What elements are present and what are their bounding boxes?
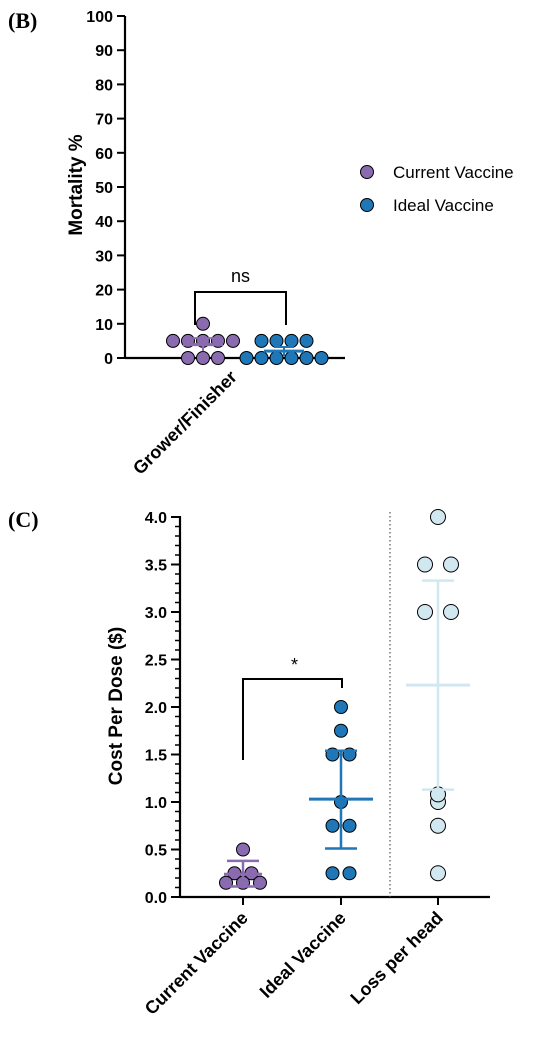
panel-b-y-ticks: 0 10 20 30 40 50 60 70 80 90 100	[86, 9, 125, 368]
significance-bracket	[194, 291, 287, 325]
ideal-vaccine-point	[239, 351, 254, 365]
panel-b-label: (B)	[8, 8, 37, 33]
x-category-label-ideal-vaccine: Ideal Vaccine	[256, 908, 350, 1002]
loss-per-head-point	[430, 509, 446, 525]
y-tick-label-40: 40	[95, 214, 113, 231]
current-vaccine-point	[236, 842, 250, 857]
y-tick-label-2-0: 2.0	[145, 700, 167, 717]
panel-b-legend: Current Vaccine Ideal Vaccine	[360, 163, 514, 215]
y-tick-label-20: 20	[95, 283, 113, 300]
y-tick-label-4-0: 4.0	[145, 510, 167, 527]
y-tick-label-90: 90	[95, 43, 113, 60]
significance-label: ns	[231, 266, 250, 286]
panel-c-y-ticks: 0.0 0.5 1.0 1.5 2.0 2.5 3.0 3.5 4.0	[145, 510, 180, 907]
legend-current-vaccine-label: Current Vaccine	[393, 163, 514, 182]
y-tick-label-100: 100	[86, 9, 113, 26]
ideal-vaccine-point	[254, 351, 269, 365]
loss-per-head-point	[443, 604, 459, 620]
panel-b-category-label: Grower/Finisher	[129, 367, 241, 479]
panel-c-data-marks: *	[219, 509, 470, 890]
significance-bracket	[242, 678, 343, 760]
ideal-vaccine-point	[299, 351, 314, 365]
ideal-vaccine-point	[325, 818, 340, 833]
significance-label: *	[291, 655, 298, 675]
current-vaccine-point	[166, 333, 180, 348]
y-tick-label-0-5: 0.5	[145, 843, 167, 860]
panel-c-y-axis-title: Cost Per Dose ($)	[106, 627, 127, 785]
ideal-vaccine-point	[342, 866, 357, 881]
legend-current-vaccine-marker	[360, 165, 374, 179]
ideal-vaccine-point	[254, 333, 269, 348]
current-vaccine-point	[226, 333, 240, 348]
y-tick-label-3-5: 3.5	[145, 558, 167, 575]
ideal-vaccine-point	[325, 866, 340, 881]
panel-b-y-axis-title: Mortality %	[66, 134, 87, 235]
ideal-vaccine-point	[299, 333, 314, 348]
loss-per-head-point	[417, 604, 433, 620]
y-tick-label-0: 0	[104, 351, 113, 368]
ideal-vaccine-point	[269, 351, 284, 365]
loss-per-head-point	[430, 865, 446, 882]
panel-b-data-marks: ns	[166, 266, 329, 365]
ideal-vaccine-point	[334, 700, 348, 714]
x-category-label-current-vaccine: Current Vaccine	[141, 908, 252, 1019]
y-tick-label-10: 10	[95, 317, 113, 334]
panel-b-chart: (B) Mortality % 0 10 20 30 40 50 60 70 80 90 100 n…	[8, 8, 514, 478]
y-tick-label-70: 70	[95, 112, 113, 129]
current-vaccine-point	[211, 351, 225, 365]
loss-per-head-point	[443, 556, 459, 573]
y-tick-label-2-5: 2.5	[145, 653, 167, 670]
y-tick-label-50: 50	[95, 180, 113, 197]
legend-ideal-vaccine-label: Ideal Vaccine	[393, 196, 494, 215]
y-tick-label-0-0: 0.0	[145, 890, 167, 907]
legend-ideal-vaccine-marker	[360, 198, 374, 212]
current-vaccine-point	[181, 351, 195, 365]
current-vaccine-point	[196, 351, 210, 365]
y-tick-label-60: 60	[95, 146, 113, 163]
loss-per-head-point	[417, 556, 433, 573]
x-category-label-loss-per-head: Loss per head	[346, 908, 446, 1008]
ideal-vaccine-point	[314, 351, 329, 365]
panel-c-label: (C)	[8, 507, 39, 532]
ideal-vaccine-point	[269, 333, 284, 348]
ideal-vaccine-point	[284, 351, 299, 365]
y-tick-label-30: 30	[95, 248, 113, 265]
y-tick-label-3-0: 3.0	[145, 605, 167, 622]
current-vaccine-point	[196, 316, 210, 331]
y-tick-label-1-5: 1.5	[145, 748, 167, 765]
panel-c-chart: (C) Cost Per Dose ($) 0.0 0.5 1.0 1.5 2.0 2.5…	[8, 507, 490, 1019]
y-tick-label-1-0: 1.0	[145, 795, 167, 812]
y-tick-label-80: 80	[95, 77, 113, 94]
ideal-vaccine-point	[334, 723, 348, 738]
loss-per-head-point	[430, 817, 446, 834]
ideal-vaccine-point	[342, 818, 357, 833]
ideal-vaccine-point	[284, 333, 299, 348]
